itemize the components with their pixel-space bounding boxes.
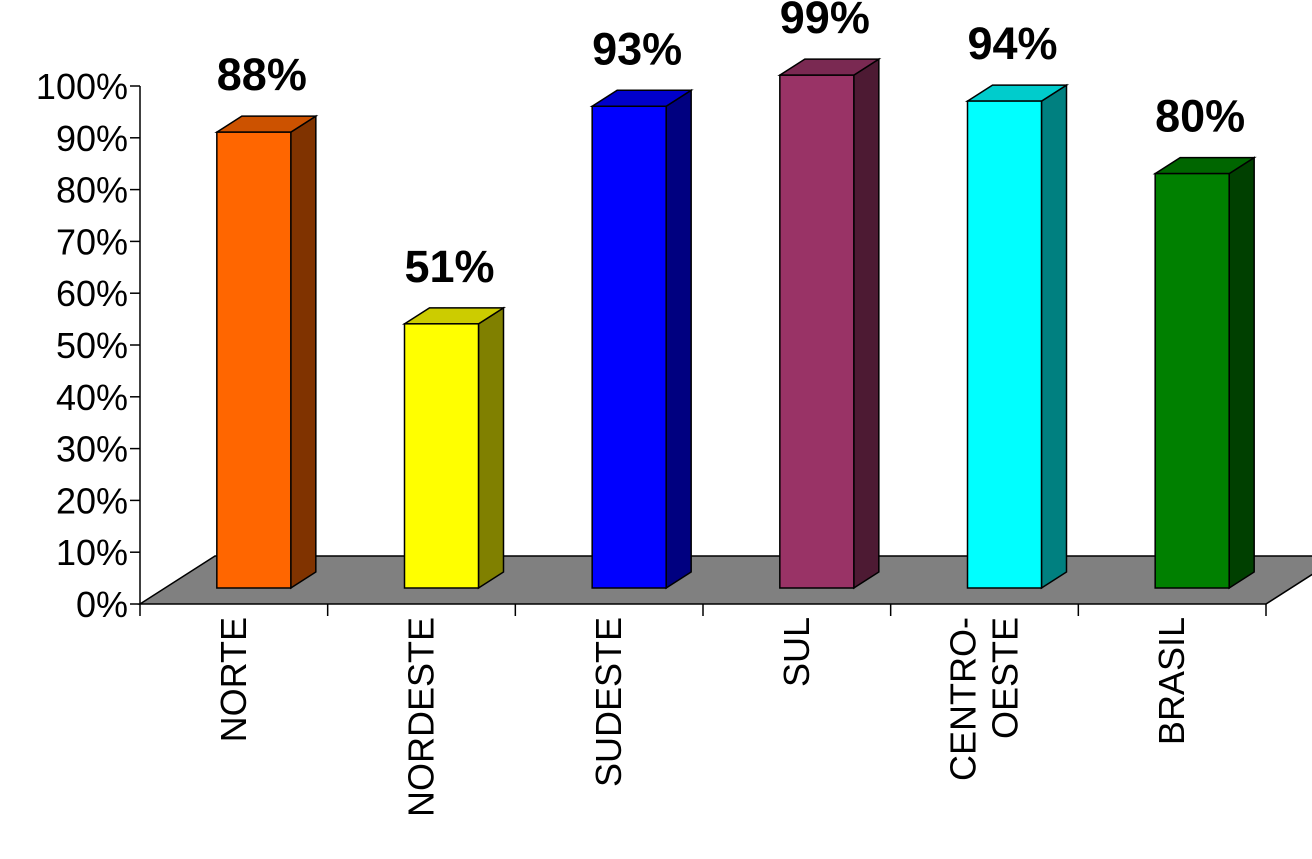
y-tick-label: 90% — [56, 118, 128, 159]
bar-side-face — [1040, 83, 1068, 590]
bar-front-face — [216, 131, 292, 589]
bar — [964, 83, 1070, 590]
data-label: 88% — [217, 49, 307, 100]
bar-side-face — [853, 57, 880, 590]
x-category-label: OESTE — [985, 617, 1026, 739]
x-category-label: NORTE — [213, 617, 254, 742]
data-labels: 88% 51% 93% 99% 94% 80% — [217, 0, 1245, 292]
bar — [777, 57, 882, 590]
bar-front-face — [1154, 172, 1230, 589]
bar — [401, 306, 507, 590]
bar — [214, 114, 319, 590]
data-label: 80% — [1155, 91, 1245, 142]
y-tick-label: 100% — [36, 66, 128, 107]
x-category-label: SUL — [776, 617, 817, 687]
y-tick-label: 40% — [56, 377, 128, 418]
bar-side-face — [290, 114, 317, 590]
bar-side-face — [1228, 156, 1255, 590]
bar-front-face — [403, 323, 480, 589]
bar — [589, 88, 694, 590]
y-tick-label: 30% — [56, 429, 128, 470]
y-tick-label: 60% — [56, 273, 128, 314]
y-tick-label: 20% — [56, 480, 128, 521]
category-axis: NORTE NORDESTE SUDESTE SUL CENTRO- OESTE BRASI… — [213, 617, 1192, 817]
bar-front-face — [591, 105, 667, 589]
x-category-label: SUDESTE — [588, 617, 629, 787]
bars — [214, 57, 1257, 590]
bar-front-face — [779, 74, 855, 589]
x-category-label: NORDESTE — [401, 617, 442, 817]
bar-front-face — [966, 100, 1043, 589]
y-tick-label: 50% — [56, 325, 128, 366]
y-tick-label: 0% — [76, 584, 128, 625]
bar-side-face — [477, 306, 505, 590]
data-label: 51% — [404, 241, 494, 292]
data-label: 93% — [592, 23, 682, 74]
x-category-label: CENTRO- — [943, 617, 984, 781]
x-category-label: BRASIL — [1151, 617, 1192, 745]
y-tick-label: 80% — [56, 170, 128, 211]
data-label: 99% — [780, 0, 870, 43]
bar — [1152, 156, 1257, 590]
data-label: 94% — [967, 18, 1057, 69]
y-tick-label: 10% — [56, 532, 128, 573]
bar-side-face — [665, 88, 692, 590]
value-axis: 0% 10% 20% 30% 40% 50% 60% 70% 80% 90% 100% — [36, 66, 1267, 625]
y-tick-label: 70% — [56, 221, 128, 262]
